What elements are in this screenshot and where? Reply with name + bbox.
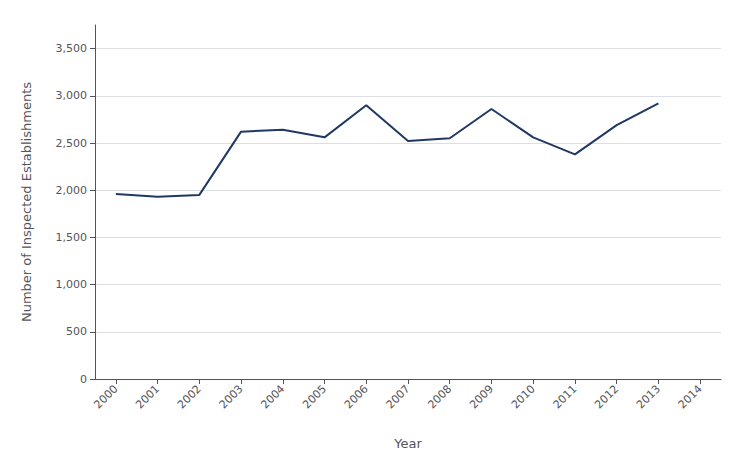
svg-text:0: 0 [80, 373, 87, 386]
svg-text:500: 500 [66, 325, 87, 338]
svg-text:2005: 2005 [300, 382, 329, 411]
svg-text:2007: 2007 [384, 382, 413, 411]
svg-text:2013: 2013 [634, 382, 663, 411]
svg-text:2012: 2012 [592, 382, 621, 411]
svg-text:3,000: 3,000 [56, 89, 88, 102]
svg-text:3,500: 3,500 [56, 42, 88, 55]
svg-text:2001: 2001 [133, 382, 162, 411]
svg-text:2010: 2010 [509, 382, 538, 411]
svg-text:Number of Inspected Establishm: Number of Inspected Establishments [19, 82, 34, 322]
svg-text:2014: 2014 [676, 382, 705, 411]
svg-text:1,500: 1,500 [56, 231, 88, 244]
svg-text:Year: Year [393, 436, 422, 451]
svg-text:2011: 2011 [551, 382, 580, 411]
svg-text:2,000: 2,000 [56, 184, 88, 197]
svg-text:2009: 2009 [467, 382, 496, 411]
svg-text:2006: 2006 [342, 382, 371, 411]
svg-text:2002: 2002 [175, 382, 204, 411]
svg-text:1,000: 1,000 [56, 278, 88, 291]
svg-text:2000: 2000 [91, 382, 120, 411]
svg-text:2004: 2004 [258, 382, 287, 411]
svg-text:2,500: 2,500 [56, 137, 88, 150]
svg-text:2003: 2003 [217, 382, 246, 411]
svg-text:2008: 2008 [425, 382, 454, 411]
